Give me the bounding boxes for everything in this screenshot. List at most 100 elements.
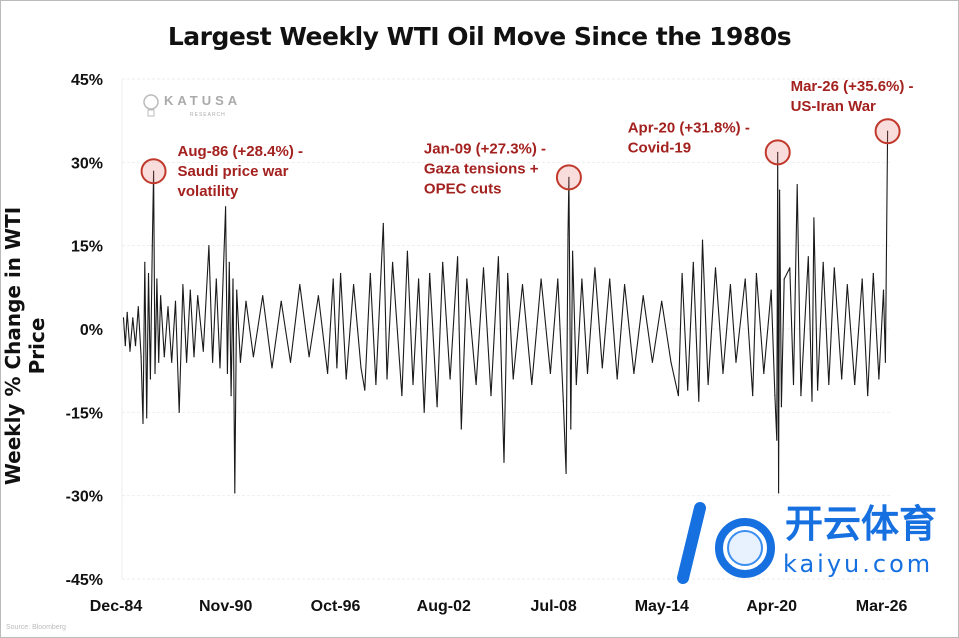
data-point bbox=[811, 400, 813, 402]
data-point bbox=[575, 383, 577, 386]
x-tick-label: May-14 bbox=[635, 598, 689, 615]
data-point bbox=[144, 261, 146, 263]
data-point bbox=[271, 367, 273, 369]
data-point bbox=[160, 295, 162, 297]
data-point bbox=[174, 300, 177, 302]
data-point bbox=[340, 272, 342, 275]
data-point bbox=[345, 378, 347, 380]
data-point bbox=[783, 278, 785, 280]
annotation-text: Aug-86 (+28.4%) - bbox=[178, 143, 303, 160]
watermark-cn: 开云体育 bbox=[785, 502, 938, 546]
data-point bbox=[854, 383, 856, 386]
y-tick-label: 45% bbox=[71, 72, 103, 89]
y-tick-label: 30% bbox=[71, 155, 103, 172]
source-note: Source: Bloomberg bbox=[6, 624, 66, 631]
data-point bbox=[497, 256, 499, 258]
annotation-text: US-Iran War bbox=[791, 98, 876, 115]
data-point bbox=[562, 400, 564, 402]
x-tick-label: Apr-20 bbox=[746, 598, 797, 615]
data-point bbox=[327, 372, 329, 375]
data-point bbox=[752, 395, 754, 397]
watermark-ball-icon bbox=[677, 502, 775, 584]
data-point bbox=[224, 206, 227, 208]
data-point bbox=[521, 283, 524, 286]
data-point bbox=[375, 383, 377, 386]
chart-title: Largest Weekly WTI Oil Move Since the 19… bbox=[167, 22, 792, 51]
data-point bbox=[714, 267, 717, 269]
data-point bbox=[456, 256, 459, 258]
x-tick-label: Oct-96 bbox=[311, 598, 361, 615]
x-tick-label: Nov-90 bbox=[199, 598, 252, 615]
data-point bbox=[137, 306, 139, 308]
data-point bbox=[846, 283, 848, 286]
data-point bbox=[142, 422, 144, 425]
data-point bbox=[722, 372, 724, 375]
data-point bbox=[661, 300, 663, 302]
data-point bbox=[299, 283, 301, 286]
data-point bbox=[763, 372, 765, 375]
data-point bbox=[482, 267, 485, 269]
data-point bbox=[226, 372, 229, 375]
data-point bbox=[197, 295, 199, 297]
data-point bbox=[886, 130, 889, 132]
data-point bbox=[861, 278, 863, 280]
data-point bbox=[833, 267, 835, 269]
data-point bbox=[308, 356, 310, 358]
data-point bbox=[211, 361, 214, 363]
annotation-text: Apr-20 (+31.8%) - bbox=[628, 119, 750, 136]
data-point bbox=[729, 283, 731, 286]
annotation-circle bbox=[764, 139, 791, 166]
data-point bbox=[149, 378, 151, 380]
data-point bbox=[586, 372, 589, 375]
data-point bbox=[353, 283, 355, 286]
data-point bbox=[687, 389, 689, 391]
data-point bbox=[189, 289, 191, 291]
x-tick-label: Jul-08 bbox=[531, 598, 577, 615]
x-tick-label: Dec-84 bbox=[90, 598, 143, 615]
data-point bbox=[417, 278, 420, 280]
data-point bbox=[401, 395, 403, 397]
data-point bbox=[230, 395, 232, 397]
data-point bbox=[466, 278, 468, 280]
data-point bbox=[531, 383, 533, 386]
data-point bbox=[780, 406, 783, 408]
data-point bbox=[778, 492, 780, 494]
data-point bbox=[882, 289, 885, 291]
data-point bbox=[770, 289, 772, 291]
y-tick-label: 15% bbox=[71, 239, 103, 256]
y-tick-label: -15% bbox=[66, 405, 103, 422]
data-point bbox=[778, 189, 781, 191]
data-point bbox=[124, 345, 126, 347]
data-point bbox=[540, 278, 542, 280]
x-tick-label: Aug-02 bbox=[417, 598, 471, 615]
data-point bbox=[460, 428, 462, 430]
data-point bbox=[744, 278, 746, 280]
data-point bbox=[152, 170, 155, 172]
data-point bbox=[572, 250, 574, 252]
data-point bbox=[475, 383, 477, 386]
data-point bbox=[503, 461, 505, 463]
data-point bbox=[429, 272, 431, 275]
data-point bbox=[692, 261, 694, 263]
data-point bbox=[789, 267, 791, 269]
data-point bbox=[807, 256, 809, 258]
data-point bbox=[202, 350, 204, 352]
data-point bbox=[158, 361, 160, 363]
data-point bbox=[262, 295, 264, 297]
data-point bbox=[878, 378, 880, 380]
data-point bbox=[549, 372, 551, 375]
data-point bbox=[755, 272, 757, 275]
data-point bbox=[232, 278, 234, 280]
annotation-text: Saudi price war bbox=[178, 163, 289, 180]
data-point bbox=[817, 389, 819, 391]
data-point bbox=[146, 417, 148, 419]
data-point bbox=[132, 317, 134, 319]
data-point bbox=[126, 311, 128, 313]
data-point bbox=[215, 278, 217, 280]
data-point bbox=[154, 372, 156, 375]
data-point bbox=[245, 300, 247, 302]
data-point bbox=[364, 389, 366, 391]
data-point bbox=[609, 278, 611, 280]
data-point bbox=[698, 400, 700, 402]
